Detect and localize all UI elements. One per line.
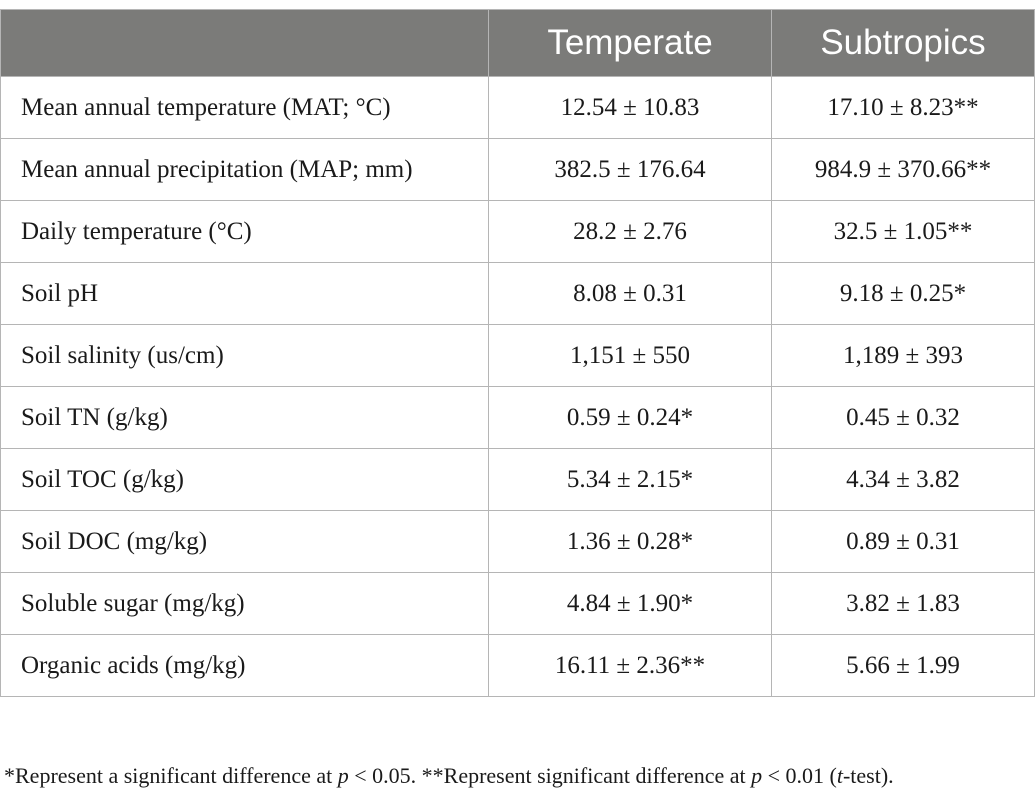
footnote-text-4: -test). xyxy=(842,763,894,788)
table-row: Soil TOC (g/kg) 5.34 ± 2.15* 4.34 ± 3.82 xyxy=(0,448,1035,511)
row-label: Soil TN (g/kg) xyxy=(0,386,489,449)
row-label: Soil salinity (us/cm) xyxy=(0,324,489,387)
footnote-text-3: < 0.01 ( xyxy=(762,763,837,788)
subtropics-value: 17.10 ± 8.23** xyxy=(771,76,1035,139)
subtropics-value: 4.34 ± 3.82 xyxy=(771,448,1035,511)
temperate-value: 1,151 ± 550 xyxy=(488,324,772,387)
table-row: Soil pH 8.08 ± 0.31 9.18 ± 0.25* xyxy=(0,262,1035,325)
temperate-value: 5.34 ± 2.15* xyxy=(488,448,772,511)
row-label: Mean annual precipitation (MAP; mm) xyxy=(0,138,489,201)
temperate-value: 8.08 ± 0.31 xyxy=(488,262,772,325)
subtropics-value: 0.45 ± 0.32 xyxy=(771,386,1035,449)
table-row: Daily temperature (°C) 28.2 ± 2.76 32.5 … xyxy=(0,200,1035,263)
row-label: Soil pH xyxy=(0,262,489,325)
temperate-value: 382.5 ± 176.64 xyxy=(488,138,772,201)
subtropics-value: 9.18 ± 0.25* xyxy=(771,262,1035,325)
footnote-p-symbol: p xyxy=(337,763,349,788)
subtropics-value: 0.89 ± 0.31 xyxy=(771,510,1035,573)
row-label: Soluble sugar (mg/kg) xyxy=(0,572,489,635)
header-row: Temperate Subtropics xyxy=(0,9,1035,77)
subtropics-value: 5.66 ± 1.99 xyxy=(771,634,1035,697)
table-row: Mean annual temperature (MAT; °C) 12.54 … xyxy=(0,76,1035,139)
row-label: Mean annual temperature (MAT; °C) xyxy=(0,76,489,139)
row-label: Organic acids (mg/kg) xyxy=(0,634,489,697)
header-cell-temperate: Temperate xyxy=(488,9,772,77)
subtropics-value: 3.82 ± 1.83 xyxy=(771,572,1035,635)
row-label: Soil DOC (mg/kg) xyxy=(0,510,489,573)
table-row: Soil salinity (us/cm) 1,151 ± 550 1,189 … xyxy=(0,324,1035,387)
footnote-t-symbol: t xyxy=(836,763,843,788)
temperate-value: 1.36 ± 0.28* xyxy=(488,510,772,573)
header-cell-empty xyxy=(0,9,489,77)
footnote-text-2: < 0.05. **Represent significant differen… xyxy=(348,763,752,788)
table-footnote: *Represent a significant difference at p… xyxy=(4,763,894,789)
table-row: Soil TN (g/kg) 0.59 ± 0.24* 0.45 ± 0.32 xyxy=(0,386,1035,449)
temperate-value: 4.84 ± 1.90* xyxy=(488,572,772,635)
table-row: Soluble sugar (mg/kg) 4.84 ± 1.90* 3.82 … xyxy=(0,572,1035,635)
row-label: Soil TOC (g/kg) xyxy=(0,448,489,511)
subtropics-value: 32.5 ± 1.05** xyxy=(771,200,1035,263)
footnote-text-1: *Represent a significant difference at xyxy=(4,763,338,788)
table-row: Organic acids (mg/kg) 16.11 ± 2.36** 5.6… xyxy=(0,634,1035,697)
temperate-value: 16.11 ± 2.36** xyxy=(488,634,772,697)
temperate-value: 0.59 ± 0.24* xyxy=(488,386,772,449)
temperate-value: 28.2 ± 2.76 xyxy=(488,200,772,263)
subtropics-value: 984.9 ± 370.66** xyxy=(771,138,1035,201)
table-row: Soil DOC (mg/kg) 1.36 ± 0.28* 0.89 ± 0.3… xyxy=(0,510,1035,573)
data-table: Temperate Subtropics Mean annual tempera… xyxy=(0,9,1035,697)
header-cell-subtropics: Subtropics xyxy=(771,9,1035,77)
subtropics-value: 1,189 ± 393 xyxy=(771,324,1035,387)
temperate-value: 12.54 ± 10.83 xyxy=(488,76,772,139)
row-label: Daily temperature (°C) xyxy=(0,200,489,263)
footnote-p-symbol: p xyxy=(751,763,763,788)
table-row: Mean annual precipitation (MAP; mm) 382.… xyxy=(0,138,1035,201)
